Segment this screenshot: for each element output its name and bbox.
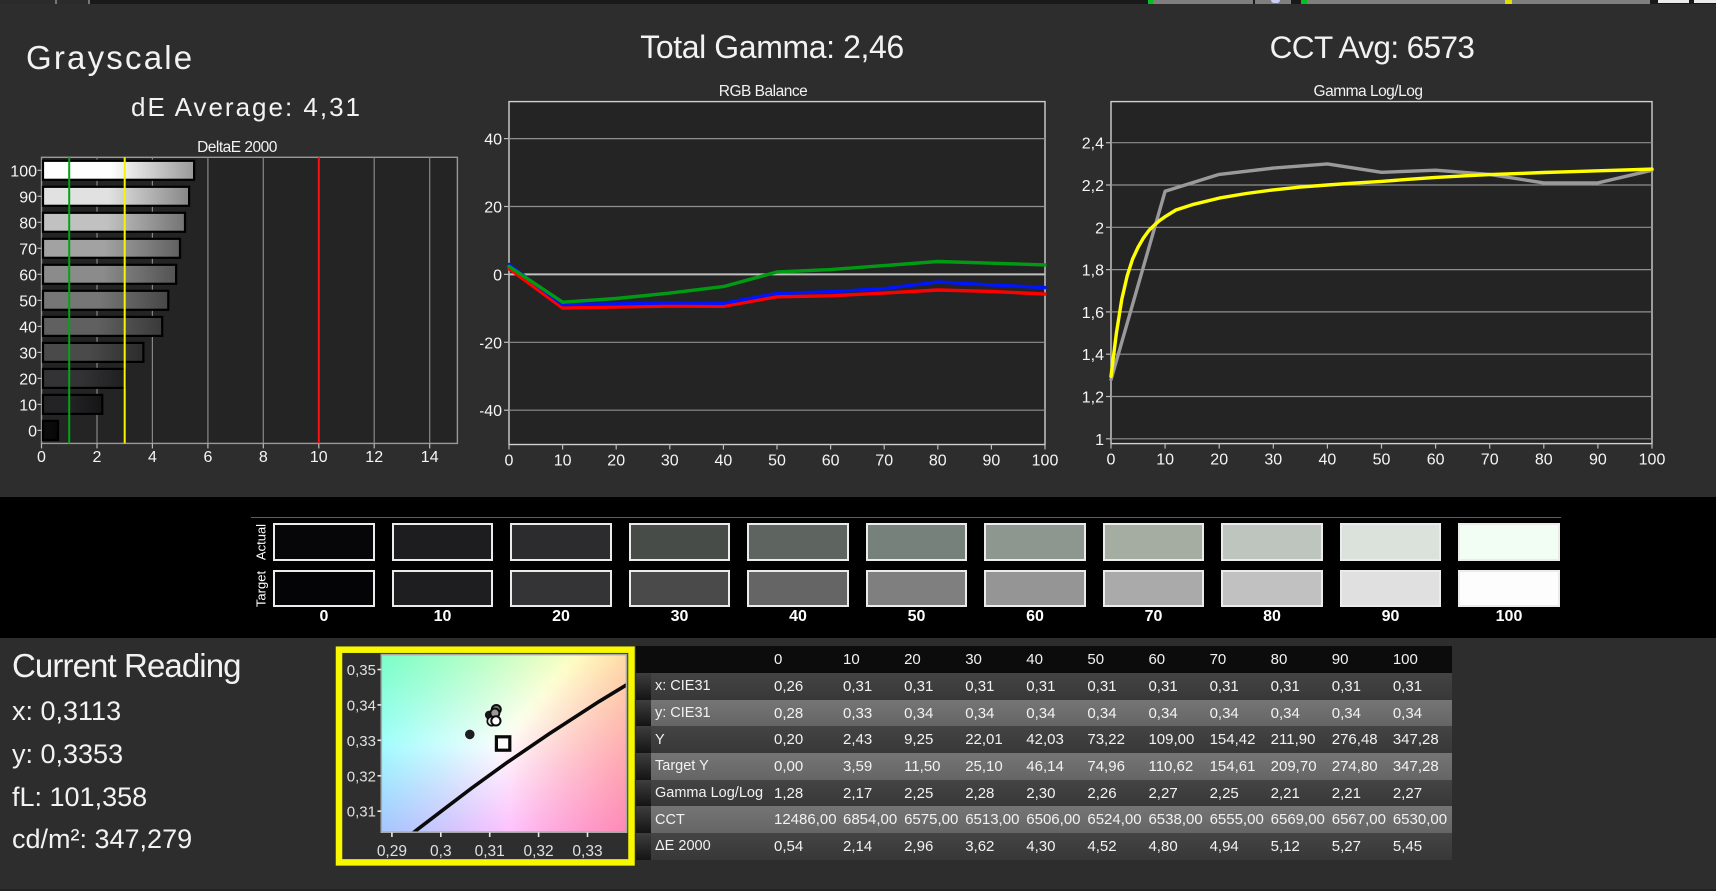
svg-text:10: 10	[1156, 452, 1174, 469]
svg-text:RGB Balance: RGB Balance	[719, 83, 807, 100]
svg-text:80: 80	[929, 453, 947, 470]
svg-text:50: 50	[1373, 452, 1391, 469]
svg-text:DeltaE 2000: DeltaE 2000	[197, 139, 278, 156]
svg-text:8: 8	[259, 449, 268, 466]
svg-text:70: 70	[1481, 452, 1499, 469]
svg-text:0: 0	[505, 453, 514, 470]
svg-text:50: 50	[19, 293, 37, 310]
svg-text:1,2: 1,2	[1082, 390, 1104, 407]
svg-text:70: 70	[875, 453, 893, 470]
svg-text:80: 80	[19, 215, 37, 232]
svg-text:0,32: 0,32	[347, 768, 376, 785]
svg-text:70: 70	[19, 241, 37, 258]
svg-text:0: 0	[1107, 452, 1116, 469]
svg-text:0: 0	[493, 267, 502, 284]
svg-text:12: 12	[365, 449, 383, 466]
svg-text:2,2: 2,2	[1082, 178, 1104, 195]
svg-text:0: 0	[37, 449, 46, 466]
svg-text:20: 20	[607, 453, 625, 470]
svg-text:1: 1	[1095, 432, 1104, 449]
svg-text:20: 20	[1210, 452, 1228, 469]
svg-text:0,33: 0,33	[572, 843, 602, 860]
svg-text:90: 90	[983, 453, 1001, 470]
svg-text:Gamma Log/Log: Gamma Log/Log	[1314, 83, 1423, 100]
svg-text:0,35: 0,35	[347, 662, 376, 679]
svg-text:10: 10	[554, 453, 572, 470]
svg-text:4: 4	[148, 449, 157, 466]
svg-text:0,31: 0,31	[347, 804, 376, 821]
svg-text:2: 2	[1095, 220, 1104, 237]
svg-text:90: 90	[19, 189, 37, 206]
svg-text:40: 40	[715, 453, 733, 470]
svg-text:100: 100	[1639, 452, 1666, 469]
svg-text:6: 6	[203, 449, 212, 466]
svg-text:40: 40	[484, 132, 502, 149]
svg-text:0,32: 0,32	[524, 843, 554, 860]
svg-text:60: 60	[822, 453, 840, 470]
svg-text:0,31: 0,31	[475, 843, 505, 860]
svg-text:-20: -20	[480, 335, 502, 352]
svg-text:40: 40	[19, 319, 37, 336]
svg-text:50: 50	[768, 453, 786, 470]
svg-text:0,33: 0,33	[347, 733, 376, 750]
svg-text:90: 90	[1589, 452, 1607, 469]
svg-text:30: 30	[661, 453, 679, 470]
svg-text:10: 10	[19, 397, 37, 414]
svg-text:20: 20	[484, 200, 502, 217]
svg-text:0,3: 0,3	[430, 843, 452, 860]
svg-text:14: 14	[421, 449, 439, 466]
svg-text:60: 60	[19, 267, 37, 284]
svg-text:30: 30	[19, 345, 37, 362]
svg-text:30: 30	[1264, 452, 1282, 469]
svg-text:20: 20	[19, 371, 37, 388]
svg-text:2: 2	[93, 449, 102, 466]
svg-text:1,6: 1,6	[1082, 305, 1104, 322]
svg-text:0: 0	[28, 423, 37, 440]
svg-text:60: 60	[1427, 452, 1445, 469]
svg-text:-40: -40	[480, 403, 502, 420]
svg-text:100: 100	[1032, 453, 1059, 470]
svg-text:0,29: 0,29	[377, 843, 407, 860]
svg-text:1,8: 1,8	[1082, 263, 1104, 280]
svg-text:1,4: 1,4	[1082, 347, 1104, 364]
svg-text:0,34: 0,34	[347, 697, 376, 714]
svg-text:10: 10	[310, 449, 328, 466]
svg-text:100: 100	[10, 163, 37, 180]
svg-text:80: 80	[1535, 452, 1553, 469]
svg-text:40: 40	[1319, 452, 1337, 469]
svg-text:2,4: 2,4	[1082, 136, 1104, 153]
